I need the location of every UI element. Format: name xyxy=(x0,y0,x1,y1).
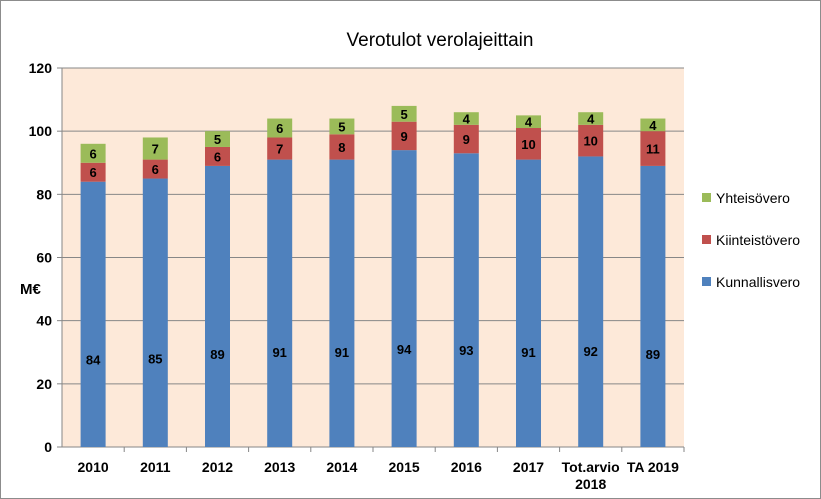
data-label: 7 xyxy=(152,142,159,157)
bar-yhteisövero xyxy=(80,143,106,163)
x-tick-label: 2014 xyxy=(326,459,357,475)
bar-kiinteistövero xyxy=(391,121,417,151)
x-tick-label: 2016 xyxy=(451,459,482,475)
x-tick-label: Tot.arvio xyxy=(562,459,620,475)
data-label: 6 xyxy=(276,121,283,136)
bar-kiinteistövero xyxy=(142,159,168,179)
data-label: 91 xyxy=(521,345,535,360)
legend-label: Kiinteistövero xyxy=(716,232,800,248)
legend-swatch xyxy=(702,235,711,244)
data-label: 6 xyxy=(89,165,96,180)
y-tick-label: 120 xyxy=(29,60,53,76)
bar-yhteisövero xyxy=(453,112,479,125)
bar-yhteisövero xyxy=(391,105,417,122)
data-label: 5 xyxy=(214,132,221,147)
data-label: 89 xyxy=(646,347,660,362)
data-label: 91 xyxy=(335,345,349,360)
bar-yhteisövero xyxy=(329,118,355,135)
chart-title: Verotulot verolajeittain xyxy=(347,30,534,51)
x-tick-label: 2018 xyxy=(575,476,606,492)
data-label: 4 xyxy=(525,115,533,130)
bar-kiinteistövero xyxy=(516,128,541,160)
legend-label: Kunnallisvero xyxy=(716,274,800,290)
bar-kiinteistövero xyxy=(453,124,479,154)
data-label: 6 xyxy=(152,162,159,177)
data-label: 92 xyxy=(583,344,597,359)
bar-kiinteistövero xyxy=(267,137,293,160)
y-axis-label: M€ xyxy=(20,281,41,298)
bar-kiinteistövero xyxy=(578,124,604,157)
data-label: 84 xyxy=(86,352,101,367)
bar-kunnallisvero xyxy=(453,153,479,447)
bar-kunnallisvero xyxy=(391,150,417,447)
bar-yhteisövero xyxy=(267,118,293,138)
bar-yhteisövero xyxy=(205,131,230,147)
data-label: 6 xyxy=(89,146,96,161)
data-label: 4 xyxy=(587,112,595,127)
bar-kunnallisvero xyxy=(142,178,168,447)
data-label: 9 xyxy=(463,132,470,147)
bar-kunnallisvero xyxy=(80,181,106,447)
bar-kiinteistövero xyxy=(640,131,666,166)
data-label: 85 xyxy=(148,351,162,366)
bar-kunnallisvero xyxy=(578,156,604,447)
x-tick-label: TA 2019 xyxy=(627,459,679,475)
data-label: 94 xyxy=(397,342,412,357)
data-label: 9 xyxy=(400,129,407,144)
bar-kiinteistövero xyxy=(80,162,106,182)
data-label: 10 xyxy=(521,137,535,152)
bar-kunnallisvero xyxy=(205,165,230,448)
legend-swatch xyxy=(702,193,711,202)
bar-yhteisövero xyxy=(640,118,666,132)
x-tick-label: 2015 xyxy=(389,459,420,475)
y-tick-label: 60 xyxy=(36,250,52,266)
x-tick-label: 2017 xyxy=(513,459,544,475)
bar-kiinteistövero xyxy=(205,146,230,166)
x-tick-label: 2012 xyxy=(202,459,233,475)
x-tick-label: 2010 xyxy=(78,459,109,475)
data-label: 10 xyxy=(583,134,597,149)
bar-yhteisövero xyxy=(578,112,604,125)
bar-yhteisövero xyxy=(516,115,541,129)
data-label: 11 xyxy=(646,142,660,157)
bar-kunnallisvero xyxy=(267,159,293,447)
data-label: 8 xyxy=(338,140,345,155)
data-label: 5 xyxy=(338,119,345,134)
y-tick-label: 20 xyxy=(36,376,52,392)
x-tick-label: 2011 xyxy=(140,459,171,475)
bar-kunnallisvero xyxy=(329,159,355,447)
bar-kunnallisvero xyxy=(640,165,666,448)
bar-kunnallisvero xyxy=(516,159,541,447)
data-label: 91 xyxy=(272,345,286,360)
legend-swatch xyxy=(702,277,711,286)
y-tick-label: 80 xyxy=(36,186,52,202)
legend-label: Yhteisövero xyxy=(716,190,790,206)
data-label: 4 xyxy=(649,118,657,133)
data-label: 6 xyxy=(214,149,221,164)
data-label: 4 xyxy=(463,112,471,127)
x-tick-label: 2013 xyxy=(264,459,295,475)
data-label: 5 xyxy=(400,107,407,122)
data-label: 93 xyxy=(459,343,473,358)
bar-kiinteistövero xyxy=(329,134,355,160)
y-tick-label: 100 xyxy=(29,123,53,139)
data-label: 89 xyxy=(210,347,224,362)
y-tick-label: 0 xyxy=(44,439,52,455)
bar-yhteisövero xyxy=(142,137,168,160)
y-tick-label: 40 xyxy=(36,313,52,329)
data-label: 7 xyxy=(276,142,283,157)
